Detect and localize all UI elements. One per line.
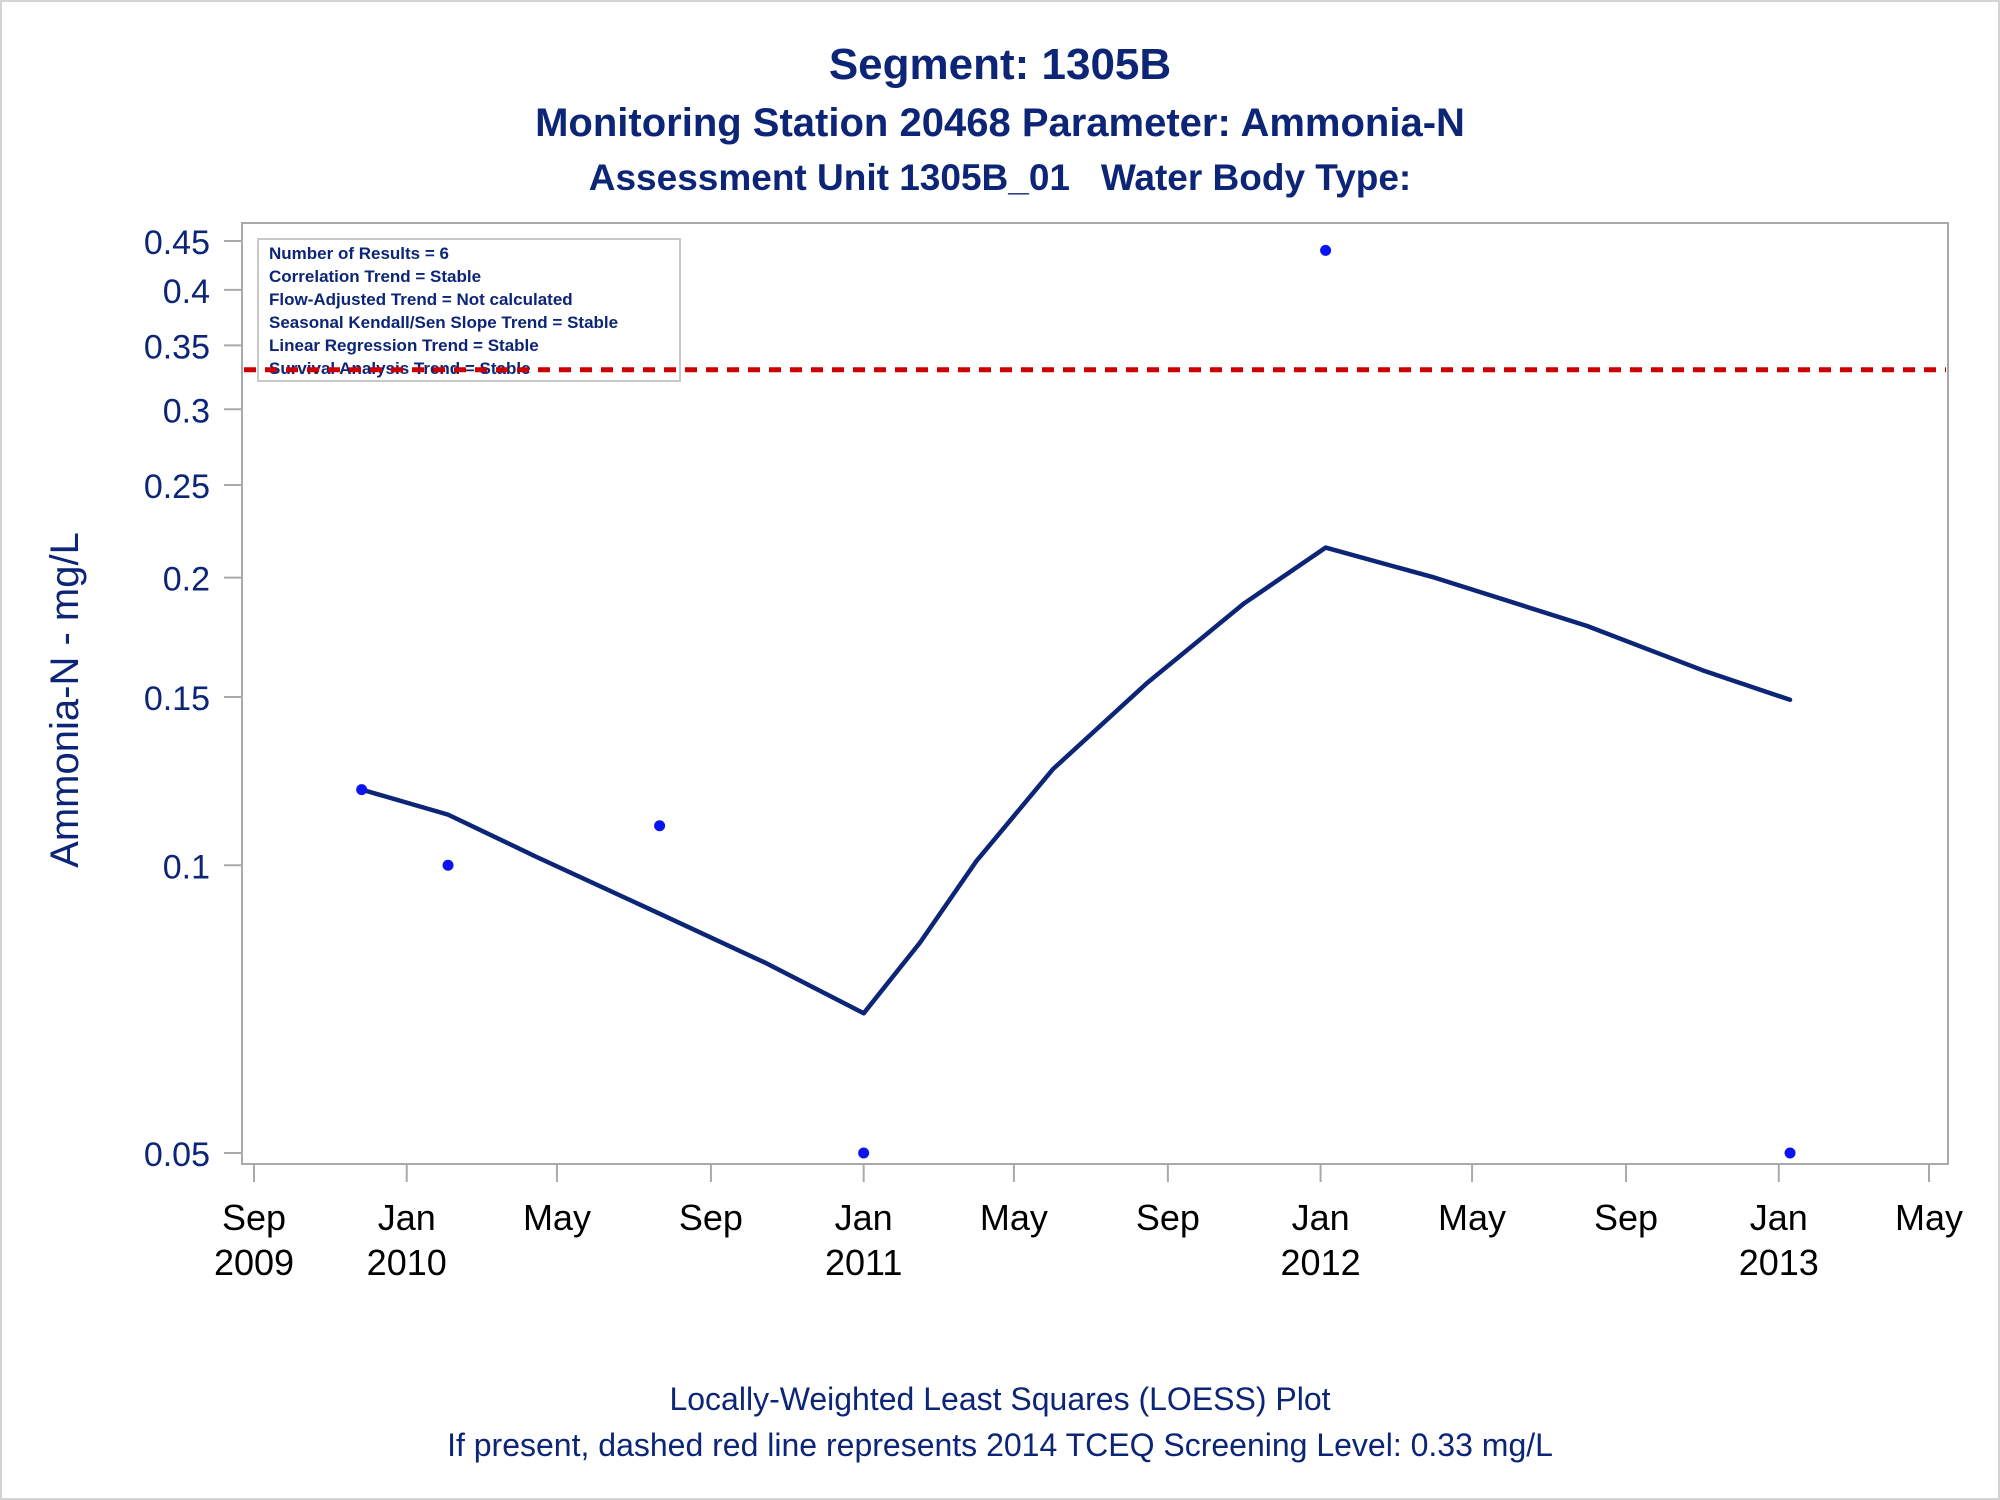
- x-tick-label: Sep: [222, 1197, 286, 1238]
- x-tick-label: Jan: [835, 1197, 893, 1238]
- y-tick-label: 0.35: [144, 328, 210, 366]
- y-tick-label: 0.15: [144, 680, 210, 718]
- x-tick-label: Jan: [1750, 1197, 1808, 1238]
- x-tick-year-label: 2010: [367, 1242, 447, 1283]
- x-tick-year-label: 2013: [1739, 1242, 1819, 1283]
- x-tick-label: May: [980, 1197, 1048, 1238]
- chart-subtitle-2: Assessment Unit 1305B_01 Water Body Type…: [588, 157, 1412, 198]
- trend-summary-line: Correlation Trend = Stable: [269, 267, 481, 286]
- x-tick-label: Jan: [1292, 1197, 1350, 1238]
- data-point: [356, 784, 368, 796]
- y-tick-label: 0.45: [144, 224, 210, 262]
- y-tick-label: 0.1: [163, 848, 210, 886]
- trend-summary-line: Number of Results = 6: [269, 244, 449, 263]
- plot-area-border: [241, 222, 1949, 1165]
- x-tick-label: Jan: [378, 1197, 436, 1238]
- x-tick-label: Sep: [679, 1197, 743, 1238]
- y-tick-label: 0.25: [144, 468, 210, 506]
- y-tick-label: 0.4: [163, 273, 210, 311]
- y-tick-label: 0.05: [144, 1136, 210, 1174]
- trend-summary-box: [257, 238, 681, 382]
- chart-subtitle: Monitoring Station 20468 Parameter: Ammo…: [535, 101, 1465, 145]
- trend-summary-line: Seasonal Kendall/Sen Slope Trend = Stabl…: [269, 313, 618, 332]
- x-tick-year-label: 2012: [1281, 1242, 1361, 1283]
- x-tick-label: May: [523, 1197, 591, 1238]
- data-point: [1784, 1147, 1796, 1159]
- x-tick-label: May: [1895, 1197, 1963, 1238]
- loess-curve: [359, 545, 1793, 1016]
- x-tick-label: May: [1438, 1197, 1506, 1238]
- y-axis-title: Ammonia-N - mg/L: [43, 532, 87, 868]
- data-point: [1320, 244, 1332, 256]
- trend-summary-line: Flow-Adjusted Trend = Not calculated: [269, 290, 573, 309]
- x-tick-year-label: 2011: [825, 1242, 902, 1283]
- footnote-screening-level: If present, dashed red line represents 2…: [447, 1427, 1553, 1463]
- footnote-loess: Locally-Weighted Least Squares (LOESS) P…: [669, 1381, 1331, 1417]
- data-point: [858, 1147, 870, 1159]
- y-tick-label: 0.3: [163, 392, 210, 430]
- data-point: [442, 859, 454, 871]
- trend-summary-line: Linear Regression Trend = Stable: [269, 336, 539, 355]
- x-tick-year-label: 2009: [214, 1242, 294, 1283]
- data-point: [654, 820, 666, 832]
- x-tick-label: Sep: [1136, 1197, 1200, 1238]
- y-tick-label: 0.2: [163, 561, 210, 599]
- chart-title: Segment: 1305B: [828, 40, 1172, 89]
- x-tick-label: Sep: [1594, 1197, 1658, 1238]
